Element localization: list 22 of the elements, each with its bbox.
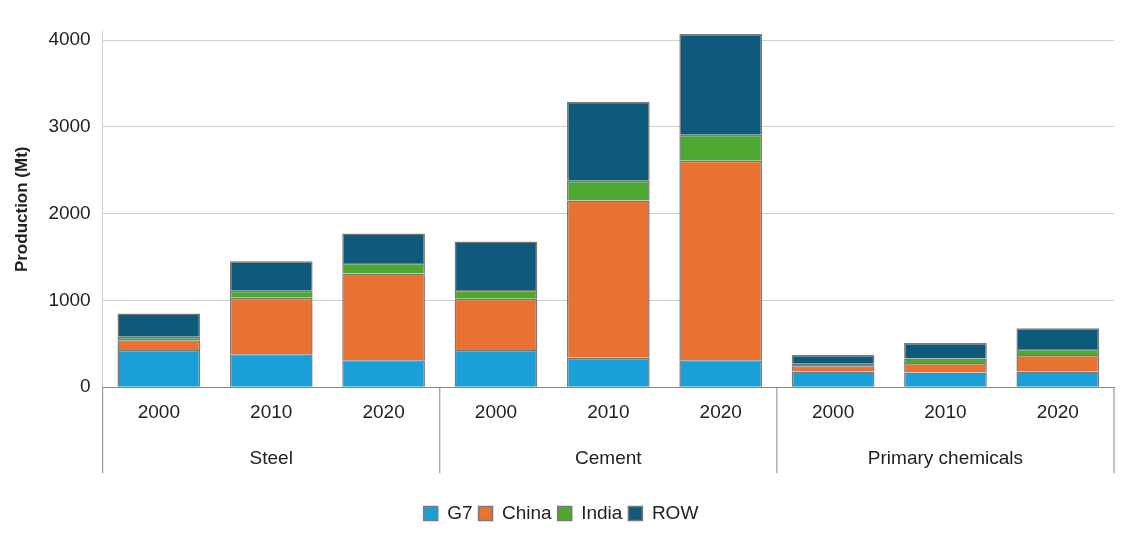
legend-label: ROW xyxy=(651,501,699,523)
y-tick-label: 4000 xyxy=(48,28,91,50)
x-tick-label: 2020 xyxy=(699,400,742,422)
x-tick-label: 2020 xyxy=(1036,400,1079,422)
y-axis-title: Production (Mt) xyxy=(11,146,31,273)
y-tick-label: 1000 xyxy=(48,288,91,310)
legend-label: G7 xyxy=(447,501,473,523)
y-tick-label: 2000 xyxy=(48,201,91,223)
text: Primary chemicals xyxy=(867,447,1024,469)
legend-label: China xyxy=(502,501,553,523)
x-tick-label: 2000 xyxy=(137,400,180,422)
x-tick-label: 2020 xyxy=(362,400,405,422)
x-tick-label: 2000 xyxy=(811,400,855,422)
y-tick-label: 0 xyxy=(80,375,91,397)
text: Cement xyxy=(575,447,643,469)
legend-label: India xyxy=(581,501,623,523)
y-tick-label: 3000 xyxy=(48,115,91,137)
x-tick-label: 2010 xyxy=(250,400,293,422)
x-tick-label: 2000 xyxy=(474,400,518,422)
x-tick-label: 2010 xyxy=(924,400,967,422)
x-tick-label: 2010 xyxy=(587,400,630,422)
text: Steel xyxy=(249,447,293,469)
